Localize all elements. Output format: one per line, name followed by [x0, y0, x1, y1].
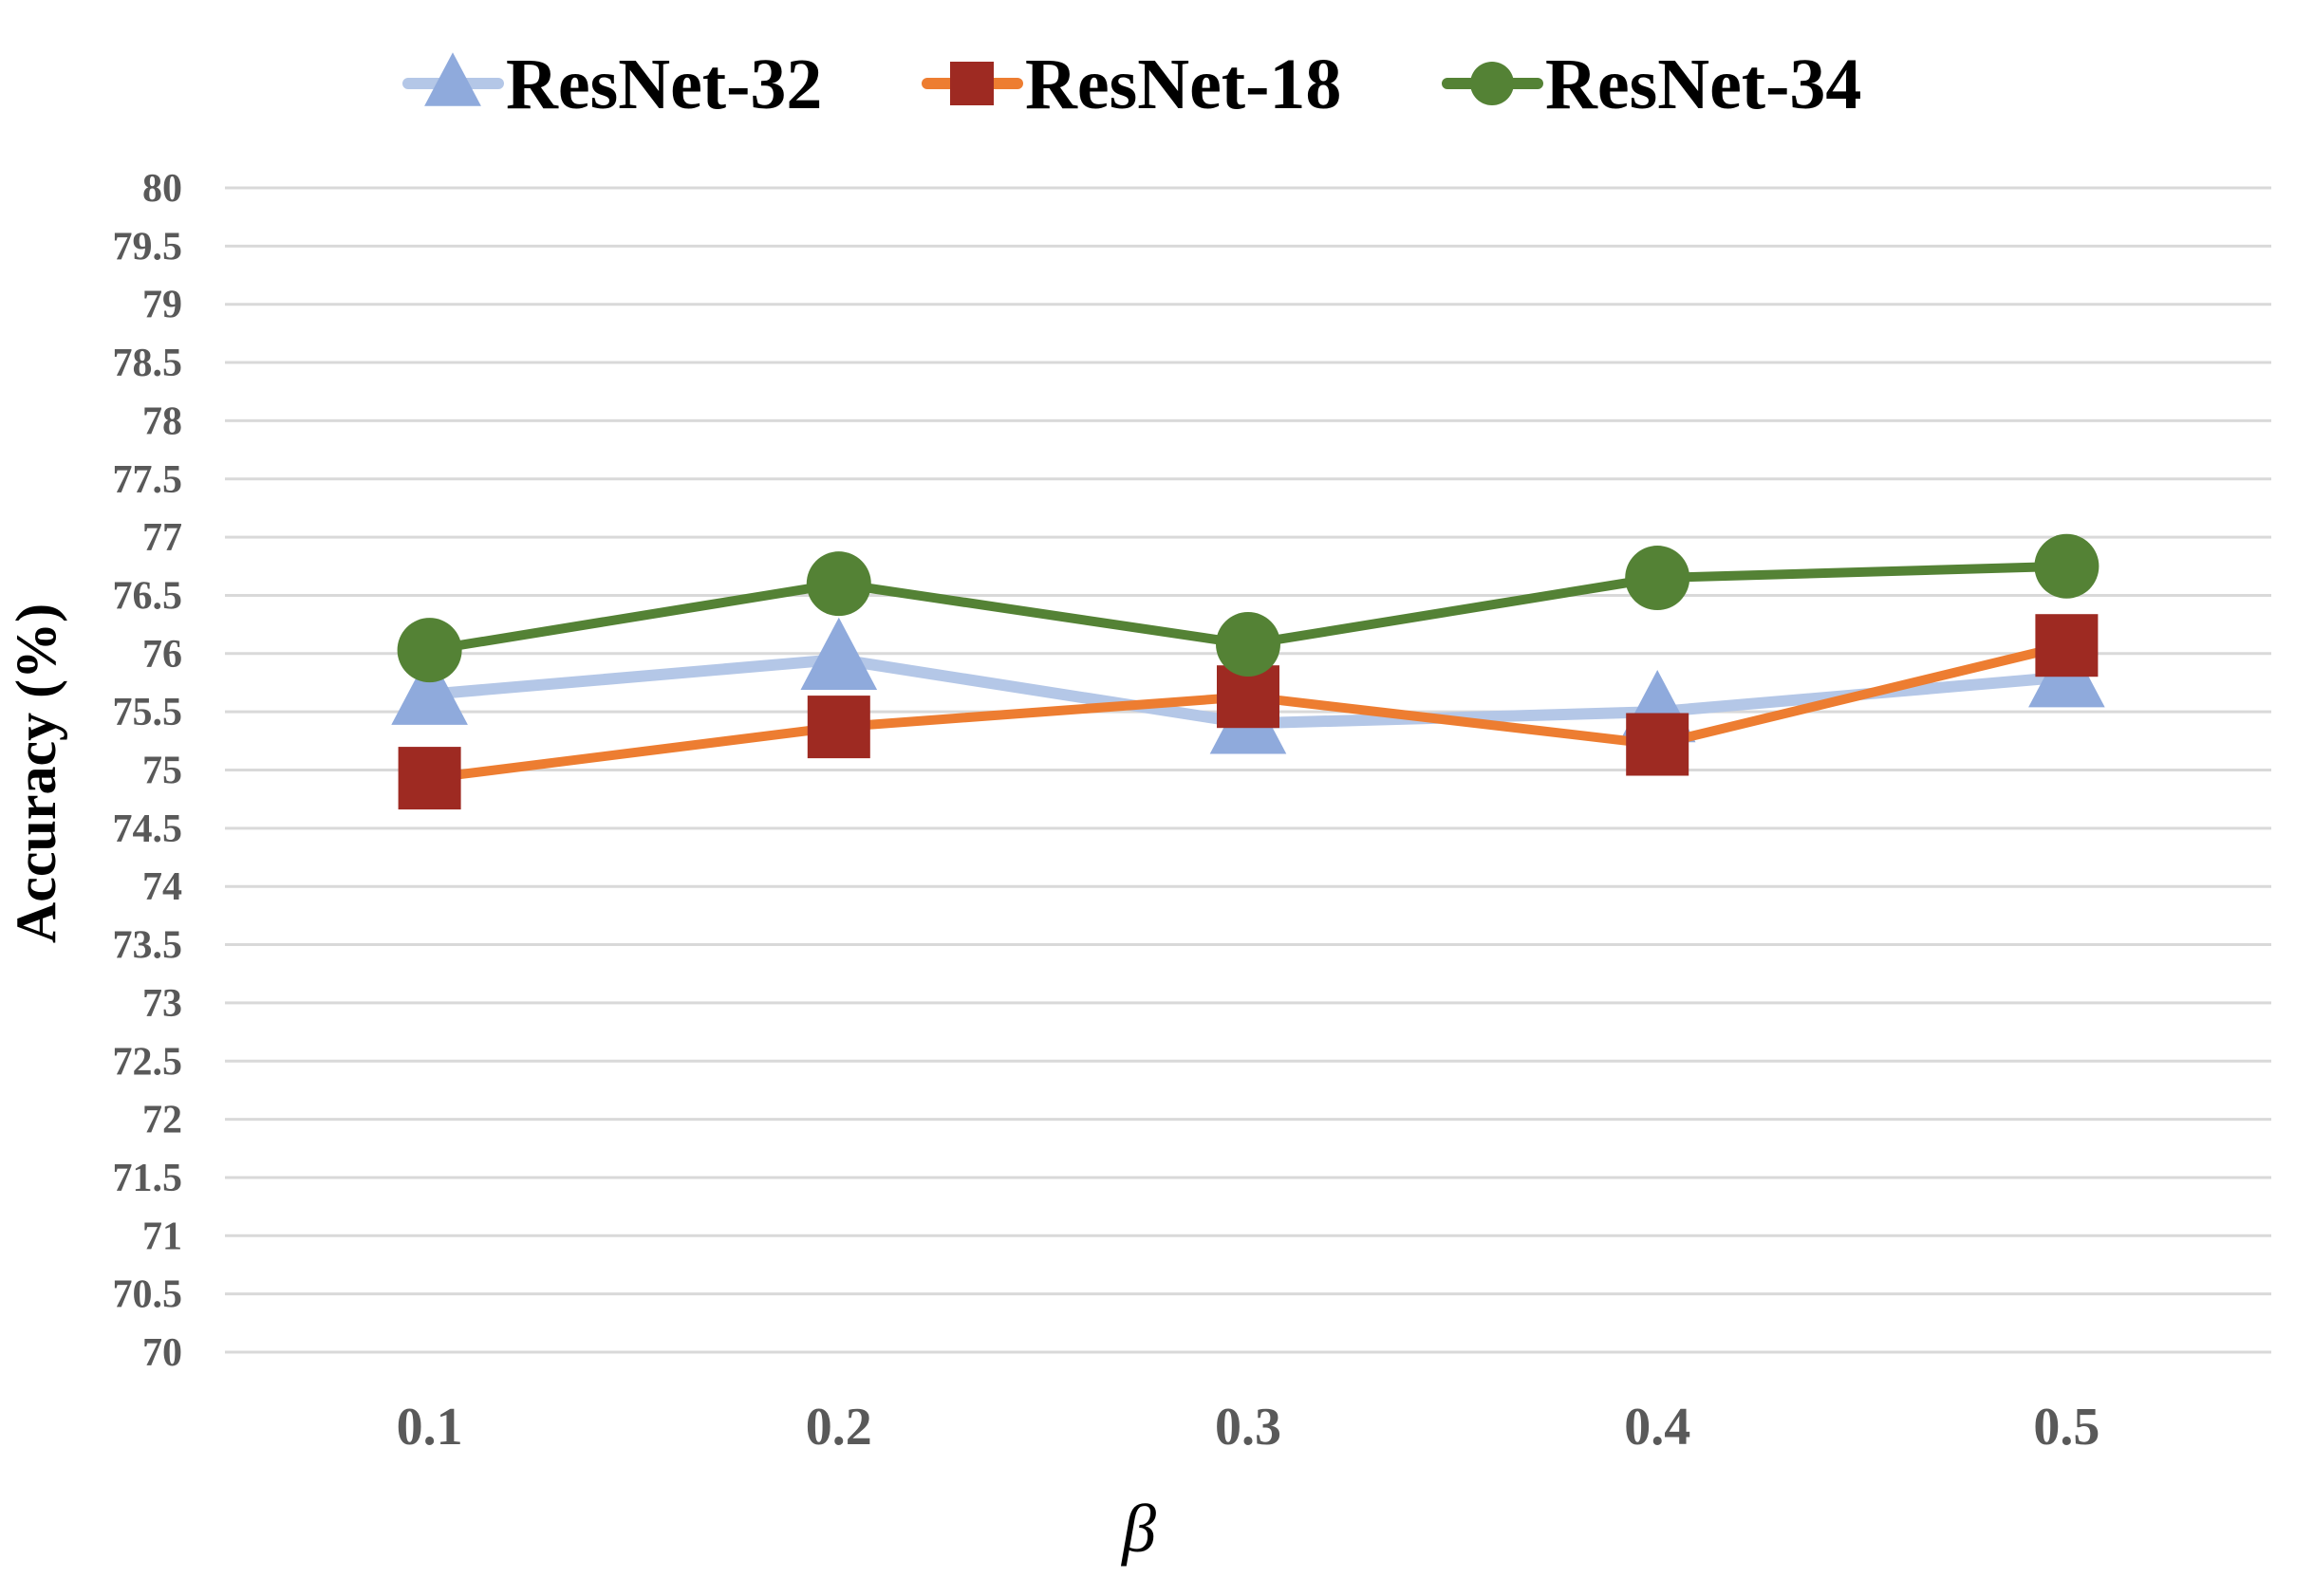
- series-resnet-34: [397, 533, 2099, 683]
- x-tick-label: 0.2: [806, 1398, 872, 1457]
- y-tick-label: 79.5: [113, 225, 183, 269]
- x-tick-label: 0.3: [1215, 1398, 1281, 1457]
- y-tick-label: 75.5: [113, 691, 183, 734]
- y-tick-label: 77: [142, 516, 182, 560]
- legend-marker: [950, 62, 994, 105]
- y-tick-label: 78.5: [113, 342, 183, 385]
- x-tick-label: 0.1: [397, 1398, 463, 1457]
- data-point: [1626, 713, 1689, 776]
- y-axis-label: Accuracy (%): [5, 603, 67, 943]
- data-point: [2035, 614, 2099, 677]
- series-layer: [391, 533, 2105, 810]
- y-tick-label: 71: [142, 1215, 182, 1258]
- legend-marker: [424, 52, 481, 106]
- legend-item: ResNet-34: [1442, 45, 1861, 124]
- legend-label: ResNet-32: [506, 45, 822, 124]
- y-tick-label: 74.5: [113, 807, 183, 851]
- data-point: [806, 551, 871, 617]
- x-tick-label: 0.4: [1624, 1398, 1690, 1457]
- y-tick-label: 76: [142, 633, 182, 677]
- y-tick-label: 80: [142, 167, 182, 211]
- data-point: [397, 618, 462, 683]
- y-axis-ticks: 70 70.5 71 71.5 72 72.5 73 73.5 74 74.5 75 75.5 76 76…: [113, 167, 183, 1375]
- legend-label: ResNet-18: [1025, 45, 1341, 124]
- x-axis-label: β: [1120, 1491, 1156, 1567]
- y-tick-label: 71.5: [113, 1157, 183, 1200]
- y-tick-label: 73.5: [113, 924, 183, 968]
- y-tick-label: 70: [142, 1331, 182, 1375]
- data-point: [807, 696, 870, 759]
- y-tick-label: 76.5: [113, 574, 183, 618]
- legend-label: ResNet-34: [1545, 45, 1861, 124]
- y-tick-label: 72.5: [113, 1040, 183, 1084]
- data-point: [2034, 533, 2099, 599]
- data-point: [398, 747, 461, 810]
- y-tick-label: 73: [142, 982, 182, 1026]
- y-tick-label: 77.5: [113, 458, 183, 502]
- legend-item: ResNet-18: [922, 45, 1341, 124]
- data-point: [391, 652, 468, 725]
- x-axis-ticks: 0.1 0.2 0.3 0.4 0.5: [397, 1398, 2100, 1457]
- data-point: [1625, 546, 1690, 611]
- series-resnet-18: [398, 614, 2099, 810]
- legend: ResNet-32 ResNet-18 ResNet-34: [402, 45, 1861, 124]
- x-tick-label: 0.5: [2033, 1398, 2099, 1457]
- y-tick-label: 74: [142, 865, 182, 909]
- y-tick-label: 78: [142, 399, 182, 443]
- legend-item: ResNet-32: [402, 45, 822, 124]
- data-point: [800, 617, 878, 691]
- y-tick-label: 72: [142, 1099, 182, 1142]
- legend-marker: [1470, 62, 1514, 105]
- y-tick-label: 75: [142, 750, 182, 793]
- y-tick-label: 79: [142, 284, 182, 327]
- y-tick-label: 70.5: [113, 1273, 183, 1317]
- data-point: [1216, 611, 1280, 677]
